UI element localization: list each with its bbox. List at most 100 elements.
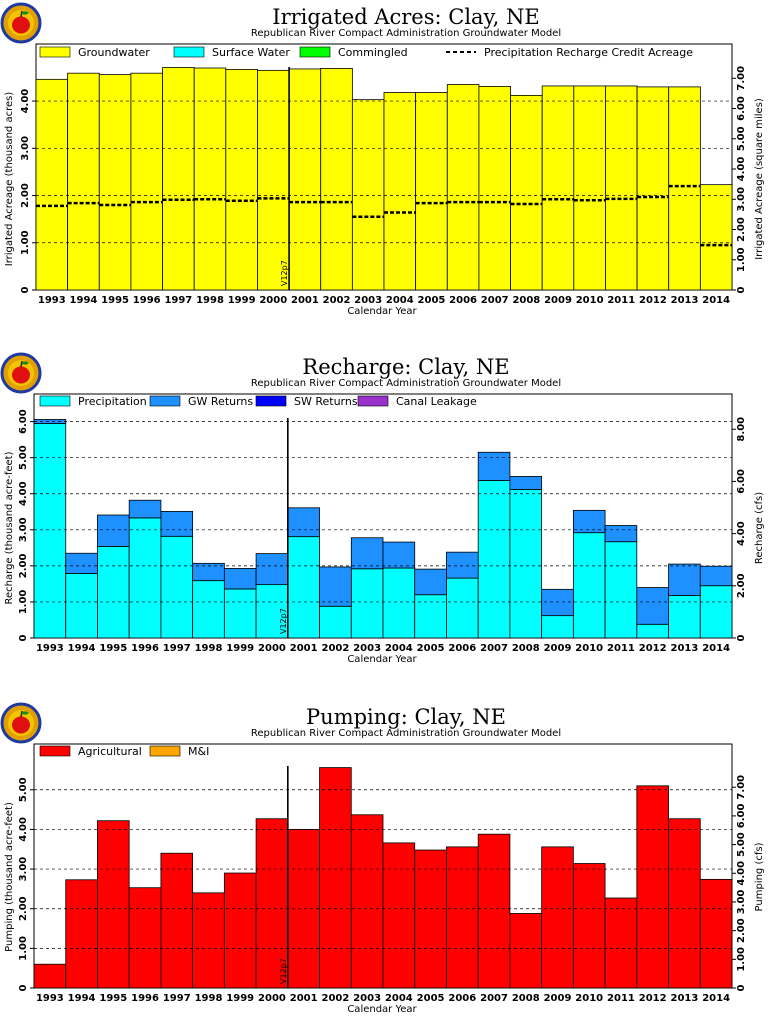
x-tick-label: 1998 bbox=[195, 643, 223, 654]
y-tick-label: 4.00 bbox=[20, 89, 31, 114]
bar bbox=[97, 545, 130, 639]
x-tick-label: 1993 bbox=[36, 643, 64, 654]
bar bbox=[541, 588, 574, 617]
bar bbox=[255, 553, 289, 586]
x-tick-label: 1993 bbox=[36, 993, 64, 1004]
y-right-axis-label: Recharge (cfs) bbox=[754, 492, 765, 564]
bar bbox=[192, 580, 225, 639]
x-tick-label: 2007 bbox=[481, 295, 509, 306]
version-marker-label: V12p7 bbox=[279, 608, 288, 634]
bar bbox=[604, 541, 638, 639]
legend-label: Surface Water bbox=[212, 46, 290, 59]
x-tick-label: 1996 bbox=[131, 993, 159, 1004]
bar bbox=[572, 863, 606, 989]
chart-title: Recharge: Clay, NE bbox=[302, 355, 509, 379]
logo-leaf bbox=[21, 361, 29, 365]
legend-label: Canal Leakage bbox=[396, 395, 477, 408]
bar bbox=[573, 85, 606, 291]
version-marker-label: V12p7 bbox=[279, 958, 288, 984]
bar bbox=[604, 897, 638, 989]
bar bbox=[287, 507, 320, 538]
bar bbox=[414, 568, 447, 596]
x-tick-label: 2012 bbox=[639, 643, 667, 654]
bar bbox=[319, 566, 352, 607]
bar bbox=[382, 567, 416, 639]
bar bbox=[255, 818, 289, 989]
y-right-tick-label: 3.00 bbox=[736, 890, 747, 915]
legend-label: Precipitation Recharge Credit Acreage bbox=[484, 46, 693, 59]
y-right-tick-label: 0 bbox=[736, 286, 747, 293]
x-tick-label: 1997 bbox=[164, 295, 192, 306]
y-right-tick-label: 0 bbox=[736, 634, 747, 641]
y-right-tick-label: 3.00 bbox=[736, 187, 747, 212]
x-tick-label: 2000 bbox=[258, 643, 286, 654]
y-right-tick-label: 4.00 bbox=[736, 521, 747, 546]
x-tick-label: 1999 bbox=[226, 993, 254, 1004]
bar bbox=[509, 913, 543, 989]
y-tick-label: 3.00 bbox=[20, 136, 31, 161]
bar bbox=[446, 846, 479, 989]
y-tick-label: 3.00 bbox=[18, 857, 29, 882]
bar bbox=[699, 184, 733, 291]
bar bbox=[604, 525, 638, 543]
x-tick-label: 1994 bbox=[68, 993, 96, 1004]
x-tick-label: 2014 bbox=[702, 643, 730, 654]
x-tick-label: 1999 bbox=[226, 643, 254, 654]
x-tick-label: 2006 bbox=[448, 993, 476, 1004]
y-tick-label: 3.00 bbox=[18, 517, 29, 542]
legend-swatch bbox=[39, 395, 71, 407]
x-tick-label: 2007 bbox=[480, 643, 508, 654]
y-tick-label: 0 bbox=[18, 634, 29, 641]
x-tick-label: 1996 bbox=[131, 643, 159, 654]
bar bbox=[668, 818, 701, 989]
bar bbox=[33, 423, 67, 639]
bar bbox=[636, 785, 669, 989]
bar bbox=[415, 92, 448, 291]
legend-swatch bbox=[173, 46, 205, 58]
bar bbox=[287, 536, 320, 639]
y-tick-label: 2.00 bbox=[20, 183, 31, 208]
bar bbox=[128, 499, 162, 519]
x-tick-label: 2014 bbox=[702, 295, 730, 306]
bar bbox=[477, 451, 511, 481]
bar bbox=[162, 67, 195, 291]
logo-apple bbox=[12, 716, 30, 734]
y-right-tick-label: 2.00 bbox=[736, 573, 747, 598]
chart-subtitle: Republican River Compact Administration … bbox=[251, 28, 561, 39]
x-tick-label: 2007 bbox=[480, 993, 508, 1004]
y-right-tick-label: 6.00 bbox=[736, 804, 747, 829]
legend-swatch bbox=[149, 395, 181, 407]
y-right-tick-label: 6.00 bbox=[736, 469, 747, 494]
x-tick-label: 2010 bbox=[575, 993, 603, 1004]
x-tick-label: 2011 bbox=[607, 993, 635, 1004]
y-right-axis-label: Pumping (cfs) bbox=[754, 842, 765, 911]
bar bbox=[160, 852, 194, 989]
bar bbox=[636, 587, 669, 625]
bar bbox=[510, 94, 543, 291]
y-right-tick-label: 1.00 bbox=[736, 247, 747, 272]
legend-swatch bbox=[149, 745, 181, 757]
y-right-tick-label: 7.00 bbox=[736, 66, 747, 91]
bar bbox=[67, 72, 100, 291]
bar bbox=[477, 833, 511, 989]
chart-subtitle: Republican River Compact Administration … bbox=[251, 728, 561, 739]
bar bbox=[572, 532, 606, 639]
logo-leaf bbox=[21, 711, 29, 715]
x-tick-label: 2011 bbox=[607, 643, 635, 654]
y-right-tick-label: 5.00 bbox=[736, 832, 747, 857]
bar bbox=[257, 69, 290, 291]
bar bbox=[699, 565, 733, 587]
y-right-tick-label: 4.00 bbox=[736, 861, 747, 886]
legend-label: Precipitation bbox=[78, 395, 147, 408]
y-right-tick-label: 2.00 bbox=[736, 217, 747, 242]
x-tick-label: 1994 bbox=[68, 643, 96, 654]
y-right-tick-label: 0 bbox=[736, 984, 747, 991]
bar bbox=[478, 86, 511, 291]
y-tick-label: 5.00 bbox=[18, 777, 29, 802]
y-right-tick-label: 7.00 bbox=[736, 775, 747, 800]
version-marker-label: V12p7 bbox=[280, 260, 289, 286]
logo-stem bbox=[20, 710, 23, 718]
